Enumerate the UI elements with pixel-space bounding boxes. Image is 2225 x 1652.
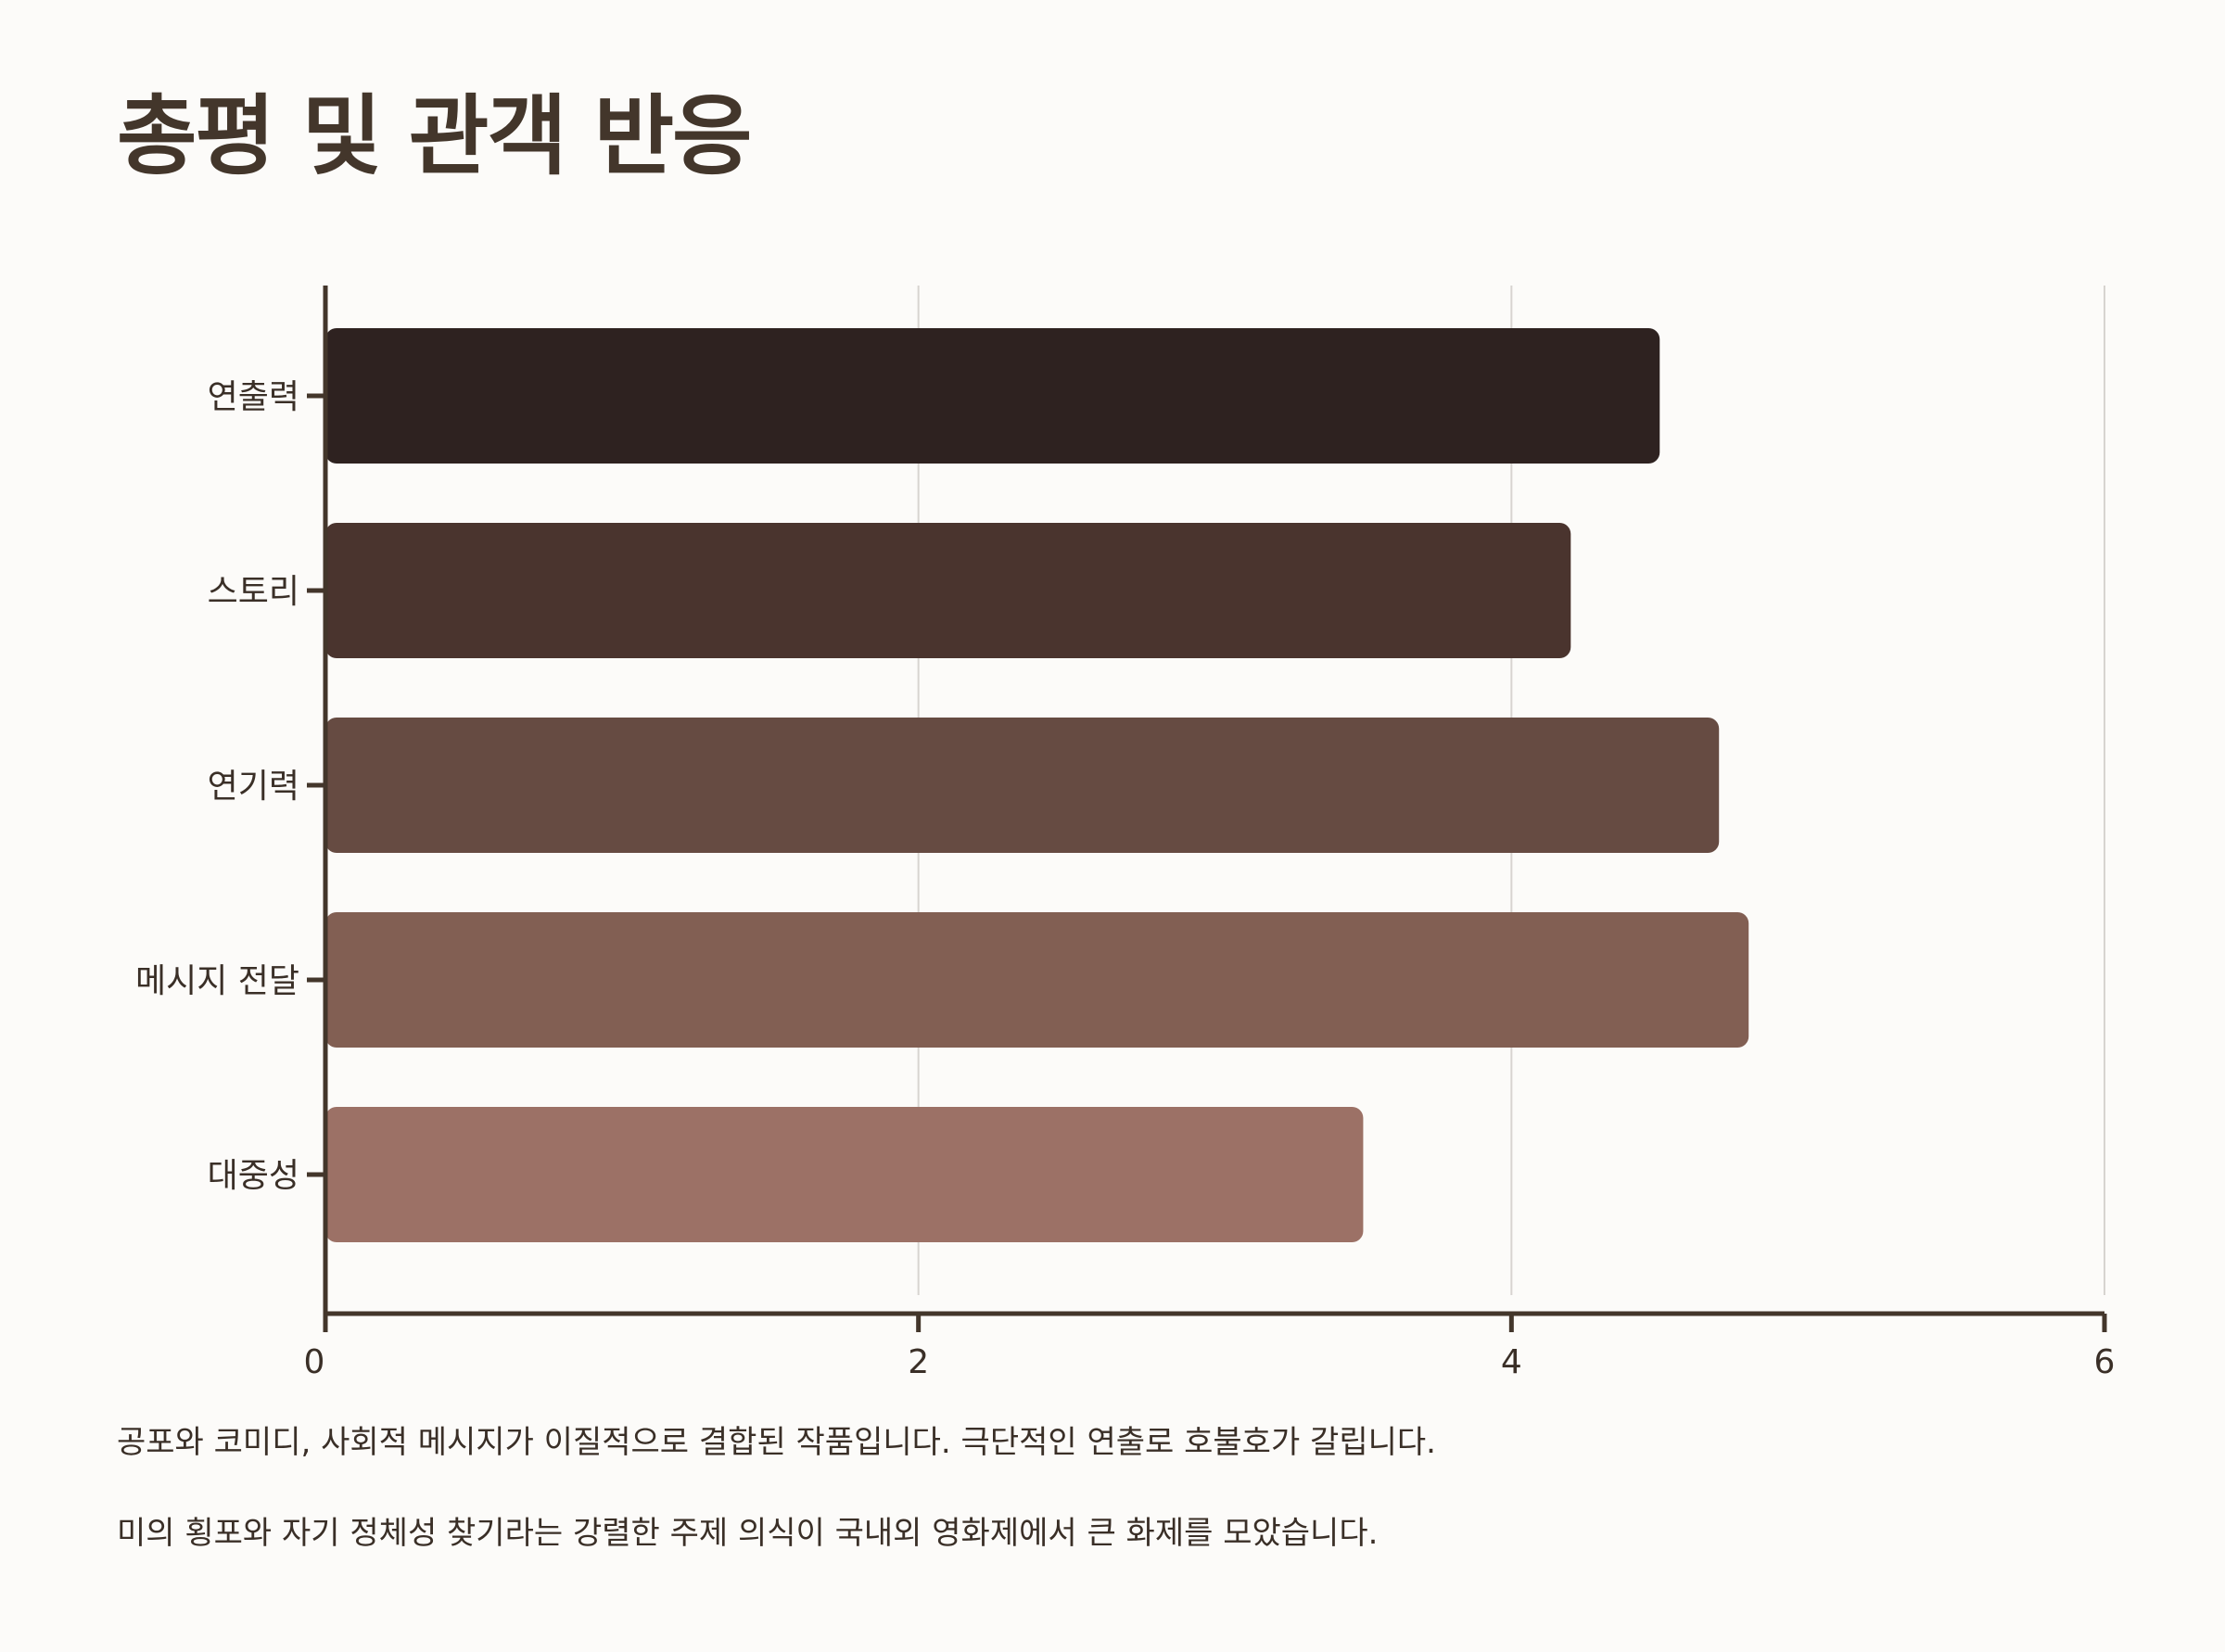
y-tick-label-3: 메시지 전달 (135, 962, 299, 1000)
bar-3 (325, 912, 1749, 1048)
x-tick-label-3: 6 (2094, 1343, 2116, 1381)
bar-4 (325, 1107, 1364, 1242)
x-tick-label-2: 4 (1501, 1343, 1522, 1381)
caption-summary: 공포와 코미디, 사회적 메시지가 이질적으로 결합된 작품입니다. 극단적인 … (117, 1424, 1436, 1461)
bar-1 (325, 523, 1571, 658)
bar-0 (325, 328, 1660, 464)
x-tick-label-1: 2 (908, 1343, 929, 1381)
caption-reception: 미의 횡포와 자기 정체성 찾기라는 강렬한 주제 의식이 국내외 영화제에서 … (117, 1515, 1379, 1552)
bar-2 (325, 718, 1720, 853)
page-title: 총평 및 관객 반응 (117, 86, 753, 187)
x-tick-label-0: 0 (304, 1343, 325, 1381)
y-tick-label-4: 대중성 (208, 1157, 299, 1195)
y-tick-label-0: 연출력 (208, 378, 299, 416)
y-tick-label-2: 연기력 (208, 768, 299, 806)
y-tick-label-1: 스토리 (208, 573, 299, 611)
